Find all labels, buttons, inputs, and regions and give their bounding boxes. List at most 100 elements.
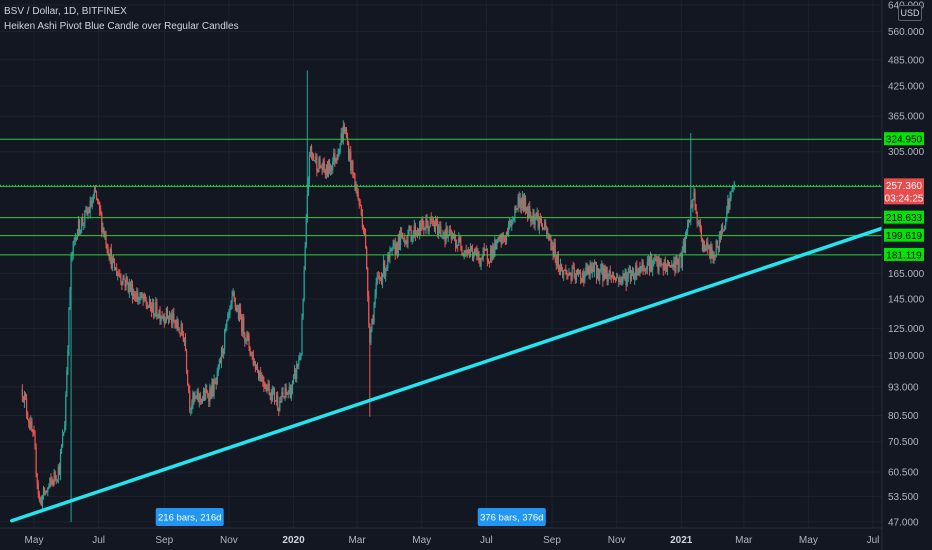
candle-body [484,250,486,251]
candle-body [175,323,177,327]
candle-body [721,226,724,230]
candle-body [660,260,662,265]
candle-body [498,237,500,240]
candle-body [149,299,152,307]
candle-body [315,156,317,161]
candle-body [141,292,143,298]
candle-body [126,277,128,283]
candle-body [491,248,493,259]
candle-body [630,273,633,279]
candle-body [279,401,281,411]
candle-body [662,264,664,271]
price-axis-background [882,0,932,550]
candle-body [512,219,514,225]
currency-button[interactable]: USD [898,5,922,21]
candle-body [221,348,224,354]
candle-body [388,254,390,258]
candle-body [488,261,491,263]
candle-body [580,272,582,279]
candle-body [70,256,72,289]
candle-body [356,186,358,192]
candle-body [445,227,447,242]
candle-body [717,246,719,250]
candle-body [640,270,642,272]
candle-body [163,316,165,324]
time-tick-label: May [799,535,818,546]
price-tick-label: 70.500 [888,437,919,448]
candle-body [58,466,61,475]
candle-body [59,453,62,475]
candle-body [188,383,190,391]
candle-body [331,166,333,170]
candle-body [465,250,467,252]
candle-body [584,274,586,281]
candle-body [688,219,690,223]
candle-body [30,420,32,429]
candle-body [233,292,235,298]
candle-body [353,173,355,176]
candle-body [623,273,625,277]
symbol-header: BSV / Dollar, 1D, BITFINEX [4,6,127,17]
candle-body [516,208,518,210]
candle-body [125,277,127,287]
candle-body [327,160,330,177]
candle-body [550,238,552,250]
candle-body [219,359,222,363]
candle-body [577,271,580,275]
candle-body [724,225,726,230]
candle-body [575,269,577,281]
candle-body [531,219,533,222]
candle-body [588,266,590,276]
candle-body [729,197,731,207]
candle-body [255,366,258,370]
candle-body [293,369,296,376]
candle-body [493,246,495,257]
candle-body [102,227,104,232]
candle-body [520,198,522,209]
candle-body [348,143,350,160]
candle-body [467,250,469,254]
candle-body [23,394,26,403]
candle-body [147,307,150,309]
candle-body [416,232,419,234]
candle-body [731,189,733,192]
candle-body [142,297,144,301]
candle-body [481,257,483,259]
candle-body [42,487,45,496]
candle-body [357,191,359,200]
candle-body [700,230,702,238]
candle-body [344,129,347,133]
candle-body [400,232,403,234]
candle-body [78,219,81,234]
candle-body [216,370,218,384]
candle-body [692,199,694,207]
candle-body [728,198,730,207]
candle-body [684,236,687,252]
candle-body [645,269,647,271]
candle-body [341,133,343,141]
candle-body [60,445,63,454]
candle-body [267,383,269,387]
candle-body [265,387,267,391]
candle-body [349,151,351,160]
candle-body [179,332,181,336]
candle-body [372,318,374,323]
candle-body [459,237,461,242]
candle-body [554,243,556,260]
candle-body [609,271,611,277]
candle-body [320,166,322,168]
candle-body [593,262,595,272]
level-label-box [884,210,924,224]
candle-body [337,154,339,159]
time-tick-label: 2021 [670,535,693,546]
candle-body [665,268,668,272]
candle-body [252,354,254,366]
candle-body [624,271,626,277]
candle-body [631,271,634,274]
candle-body [56,479,58,481]
candle-body [538,216,540,229]
candle-body [592,266,594,272]
candle-body [566,270,568,274]
candle-body [193,393,195,399]
